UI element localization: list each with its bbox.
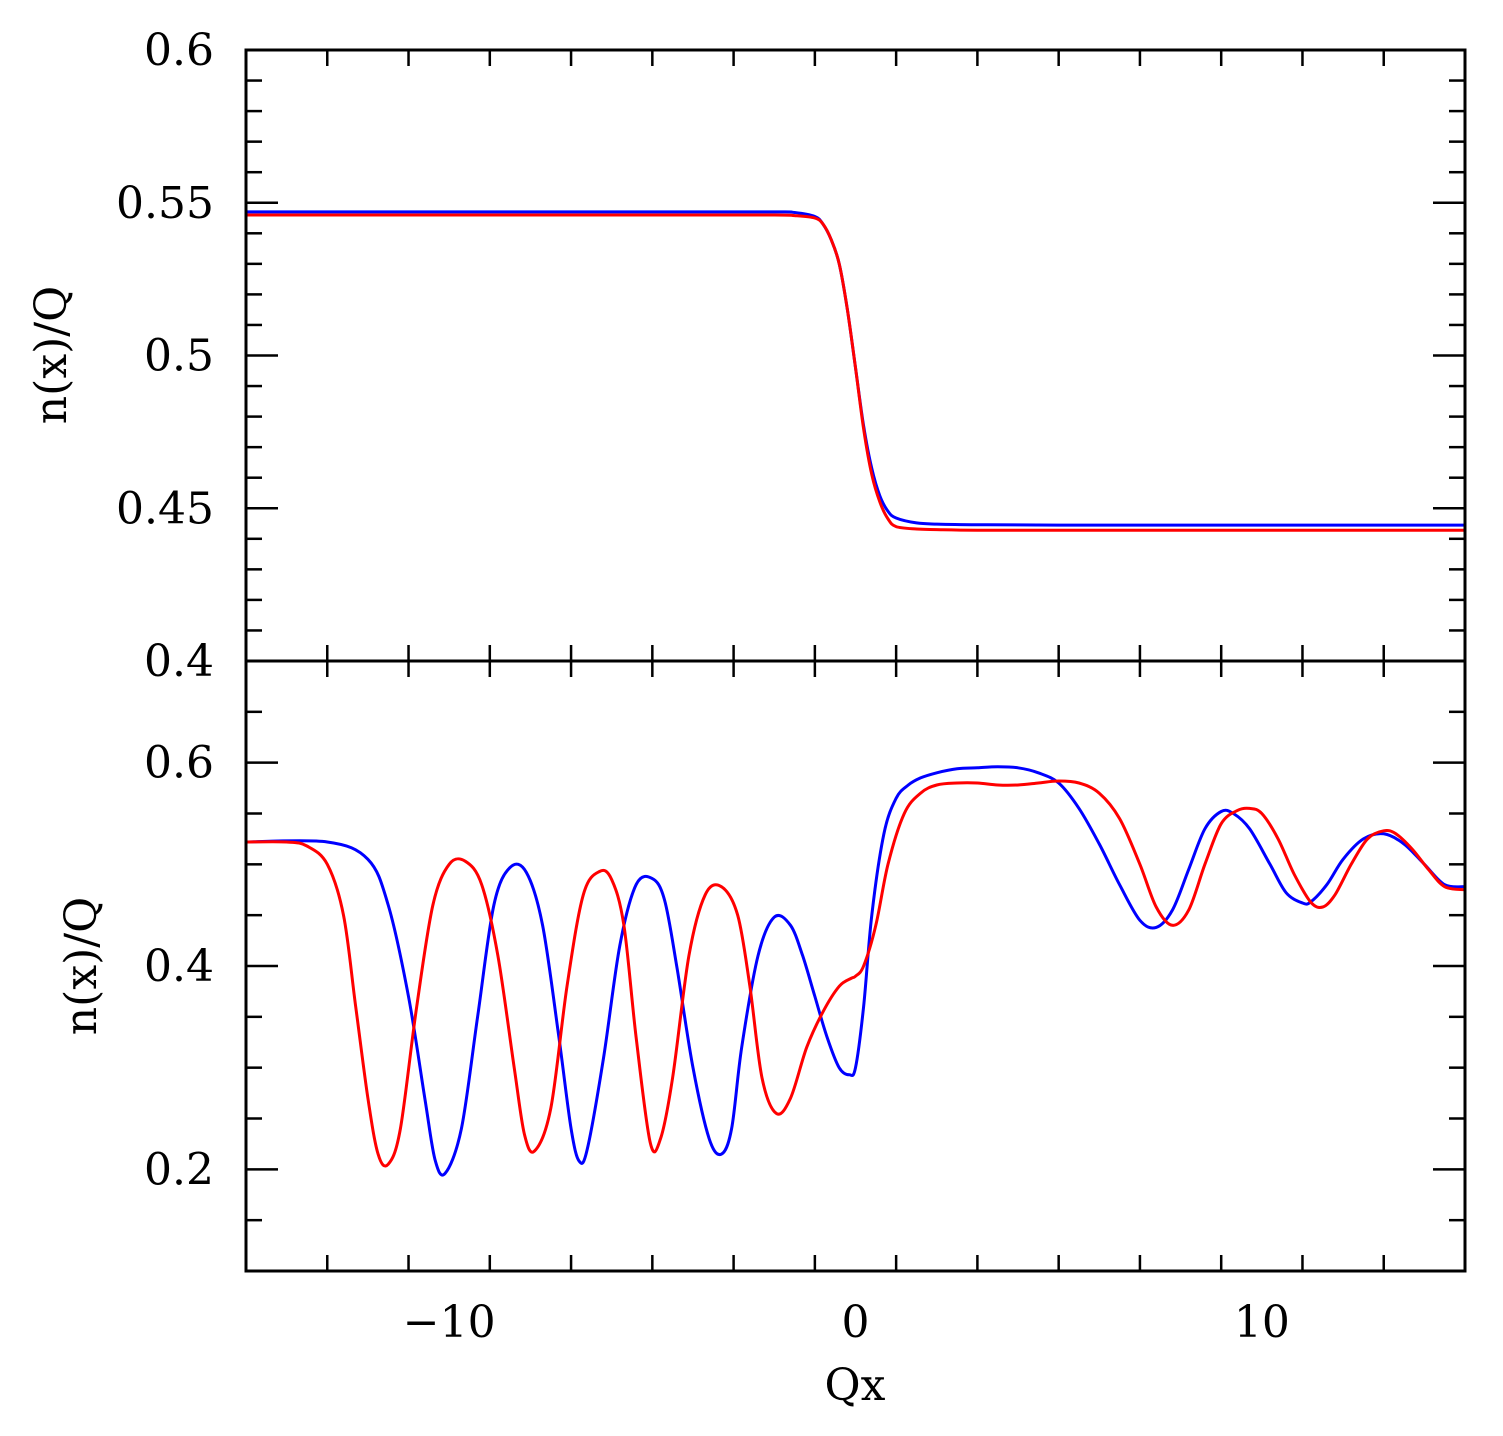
bottom-panel-curves [244,765,1467,1177]
ytick-label: 0.4 [144,941,214,992]
top-panel-curves [244,210,1467,532]
ytick-label: 0.6 [144,25,214,76]
ytick-label: 0.45 [116,483,214,534]
ytick-label: 0.5 [144,331,214,382]
bottom-series-blue-line [244,765,1467,1177]
bottom-series-red-line [244,779,1467,1168]
xtick-label: 10 [1234,1297,1290,1348]
bottom-panel: 0.2 0.4 0.6 −10 0 10 n(x)/Q Qx [56,659,1467,1411]
top-panel-ytick-labels: 0.4 0.45 0.5 0.55 0.6 [116,25,214,687]
bottom-panel-xlabel: Qx [825,1360,886,1411]
bottom-panel-frame [244,659,1467,1273]
bottom-panel-ylabel: n(x)/Q [56,897,107,1035]
top-panel-ylabel: n(x)/Q [26,286,77,424]
top-series-red-line [244,213,1467,532]
top-panel: 0.4 0.45 0.5 0.55 0.6 n(x)/Q [26,25,1467,687]
top-panel-ticks [244,48,1467,663]
xtick-label: −10 [403,1297,496,1348]
top-panel-frame [244,48,1467,663]
ytick-label: 0.6 [144,738,214,789]
ytick-label: 0.55 [116,178,214,229]
ytick-label: 0.2 [144,1144,214,1195]
bottom-panel-xtick-labels: −10 0 10 [403,1297,1290,1348]
bottom-panel-ticks [244,659,1467,1273]
xtick-label: 0 [842,1297,870,1348]
ytick-label: 0.4 [144,636,214,687]
bottom-panel-ytick-labels: 0.2 0.4 0.6 [144,738,214,1196]
